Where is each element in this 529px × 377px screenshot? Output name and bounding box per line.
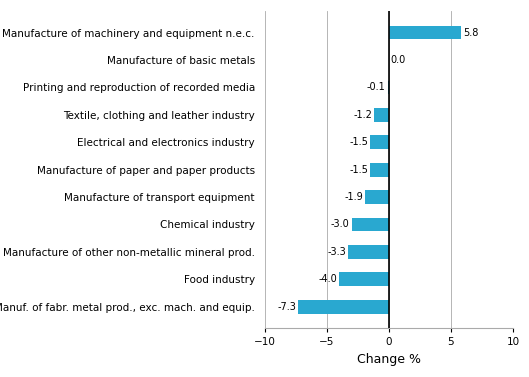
Text: -3.3: -3.3 [327,247,346,257]
Text: -1.9: -1.9 [344,192,363,202]
Bar [370,163,389,176]
Text: -1.5: -1.5 [350,137,368,147]
Bar [298,300,389,314]
Text: 5.8: 5.8 [463,28,478,38]
Text: -7.3: -7.3 [277,302,296,312]
Bar [351,218,389,231]
Bar [388,81,389,94]
Bar [365,190,389,204]
Text: -4.0: -4.0 [318,274,337,284]
Bar [374,108,389,122]
X-axis label: Change %: Change % [357,352,421,366]
Bar [348,245,389,259]
Bar [370,135,389,149]
Text: 0.0: 0.0 [391,55,406,65]
Text: -3.0: -3.0 [331,219,350,230]
Bar [339,273,389,286]
Text: -1.2: -1.2 [353,110,372,120]
Text: -1.5: -1.5 [350,165,368,175]
Text: -0.1: -0.1 [367,83,386,92]
Bar [389,26,461,40]
